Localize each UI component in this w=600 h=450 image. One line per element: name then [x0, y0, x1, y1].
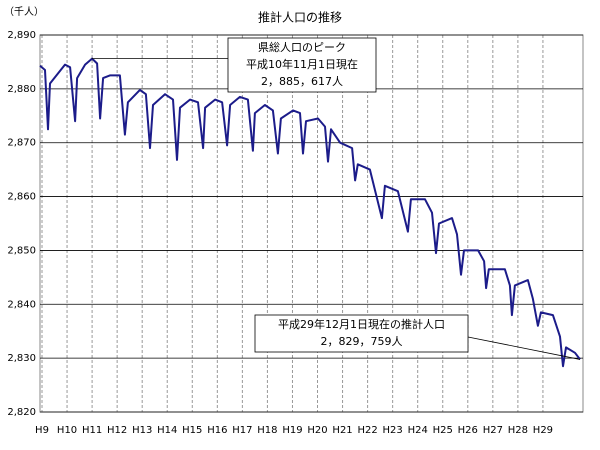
- x-tick-label: H29: [533, 425, 553, 436]
- y-tick-label: 2,840: [7, 299, 36, 310]
- annotation-leader: [467, 336, 581, 360]
- x-tick-label: H27: [483, 425, 503, 436]
- x-tick-label: H10: [57, 425, 77, 436]
- line-series: [39, 57, 581, 368]
- annotation-text: 県総人口のピーク: [258, 40, 346, 54]
- annotation-text: 2，829，759人: [321, 335, 403, 348]
- x-tick-label: H26: [458, 425, 478, 436]
- annotation-box: [254, 314, 469, 353]
- y-tick-label: 2,830: [7, 353, 36, 364]
- x-tick-label: H23: [383, 425, 403, 436]
- y-tick-label: 2,860: [7, 192, 36, 203]
- y-tick-label: 2,870: [7, 138, 36, 149]
- x-tick-label: H21: [332, 425, 352, 436]
- y-tick-label: 2,850: [7, 245, 36, 256]
- annotation-text: 2，885，617人: [261, 75, 343, 88]
- y-tick-label: 2,880: [7, 84, 36, 95]
- y-unit-label: （千人）: [4, 6, 44, 18]
- annotation-text: 平成29年12月1日現在の推計人口: [278, 317, 445, 331]
- x-tick-label: H12: [107, 425, 127, 436]
- annotation-box: [227, 37, 377, 93]
- x-tick-label: H25: [433, 425, 453, 436]
- x-tick-label: H20: [307, 425, 327, 436]
- y-tick-label: 2,820: [7, 407, 36, 418]
- x-tick-label: H14: [157, 425, 177, 436]
- x-tick-label: H16: [207, 425, 227, 436]
- annotation-text: 平成10年11月1日現在: [246, 57, 358, 71]
- x-tick-label: H13: [132, 425, 152, 436]
- x-tick-label: H17: [232, 425, 252, 436]
- x-tick-label: H22: [357, 425, 377, 436]
- x-tick-label: H18: [257, 425, 277, 436]
- x-tick-label: H15: [182, 425, 202, 436]
- x-tick-label: H19: [282, 425, 302, 436]
- x-tick-label: H9: [35, 425, 49, 436]
- x-tick-label: H24: [408, 425, 428, 436]
- x-tick-label: H11: [82, 425, 102, 436]
- y-tick-label: 2,890: [7, 30, 36, 41]
- x-tick-label: H28: [508, 425, 528, 436]
- chart-title: 推計人口の推移: [258, 10, 342, 25]
